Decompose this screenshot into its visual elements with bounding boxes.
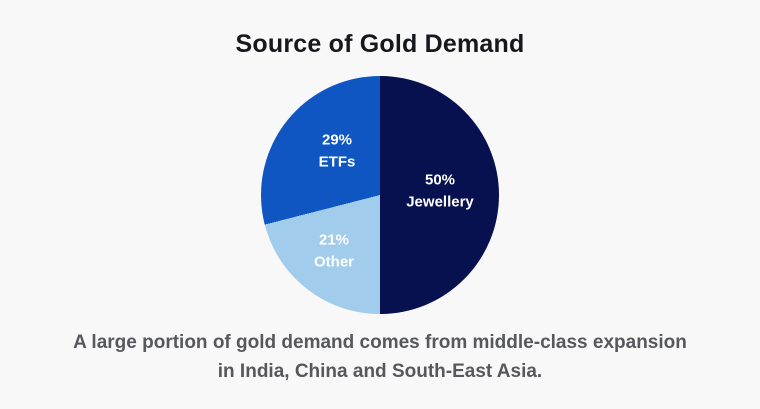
slice-other-percent: 21% [318,231,350,249]
slice-etfs-name: ETFs [318,153,356,170]
slice-label-etfs: 29% ETFs [319,129,356,173]
slice-label-other: 21% Other [314,229,354,273]
pie-circle [261,76,499,314]
chart-title: Source of Gold Demand [235,30,525,58]
slice-other-name: Other [313,253,355,270]
slice-jewellery-name: Jewellery [406,193,474,210]
slice-label-jewellery: 50% Jewellery [406,169,474,213]
caption-line-2: in India, China and South-East Asia. [217,360,543,382]
slice-etfs-percent: 29% [321,131,353,149]
caption: A large portion of gold demand comes fro… [0,329,760,386]
slice-jewellery-percent: 50% [424,171,456,189]
pie-chart: 50% Jewellery 29% ETFs 21% Other [261,76,499,314]
caption-line-1: A large portion of gold demand comes fro… [73,332,687,353]
